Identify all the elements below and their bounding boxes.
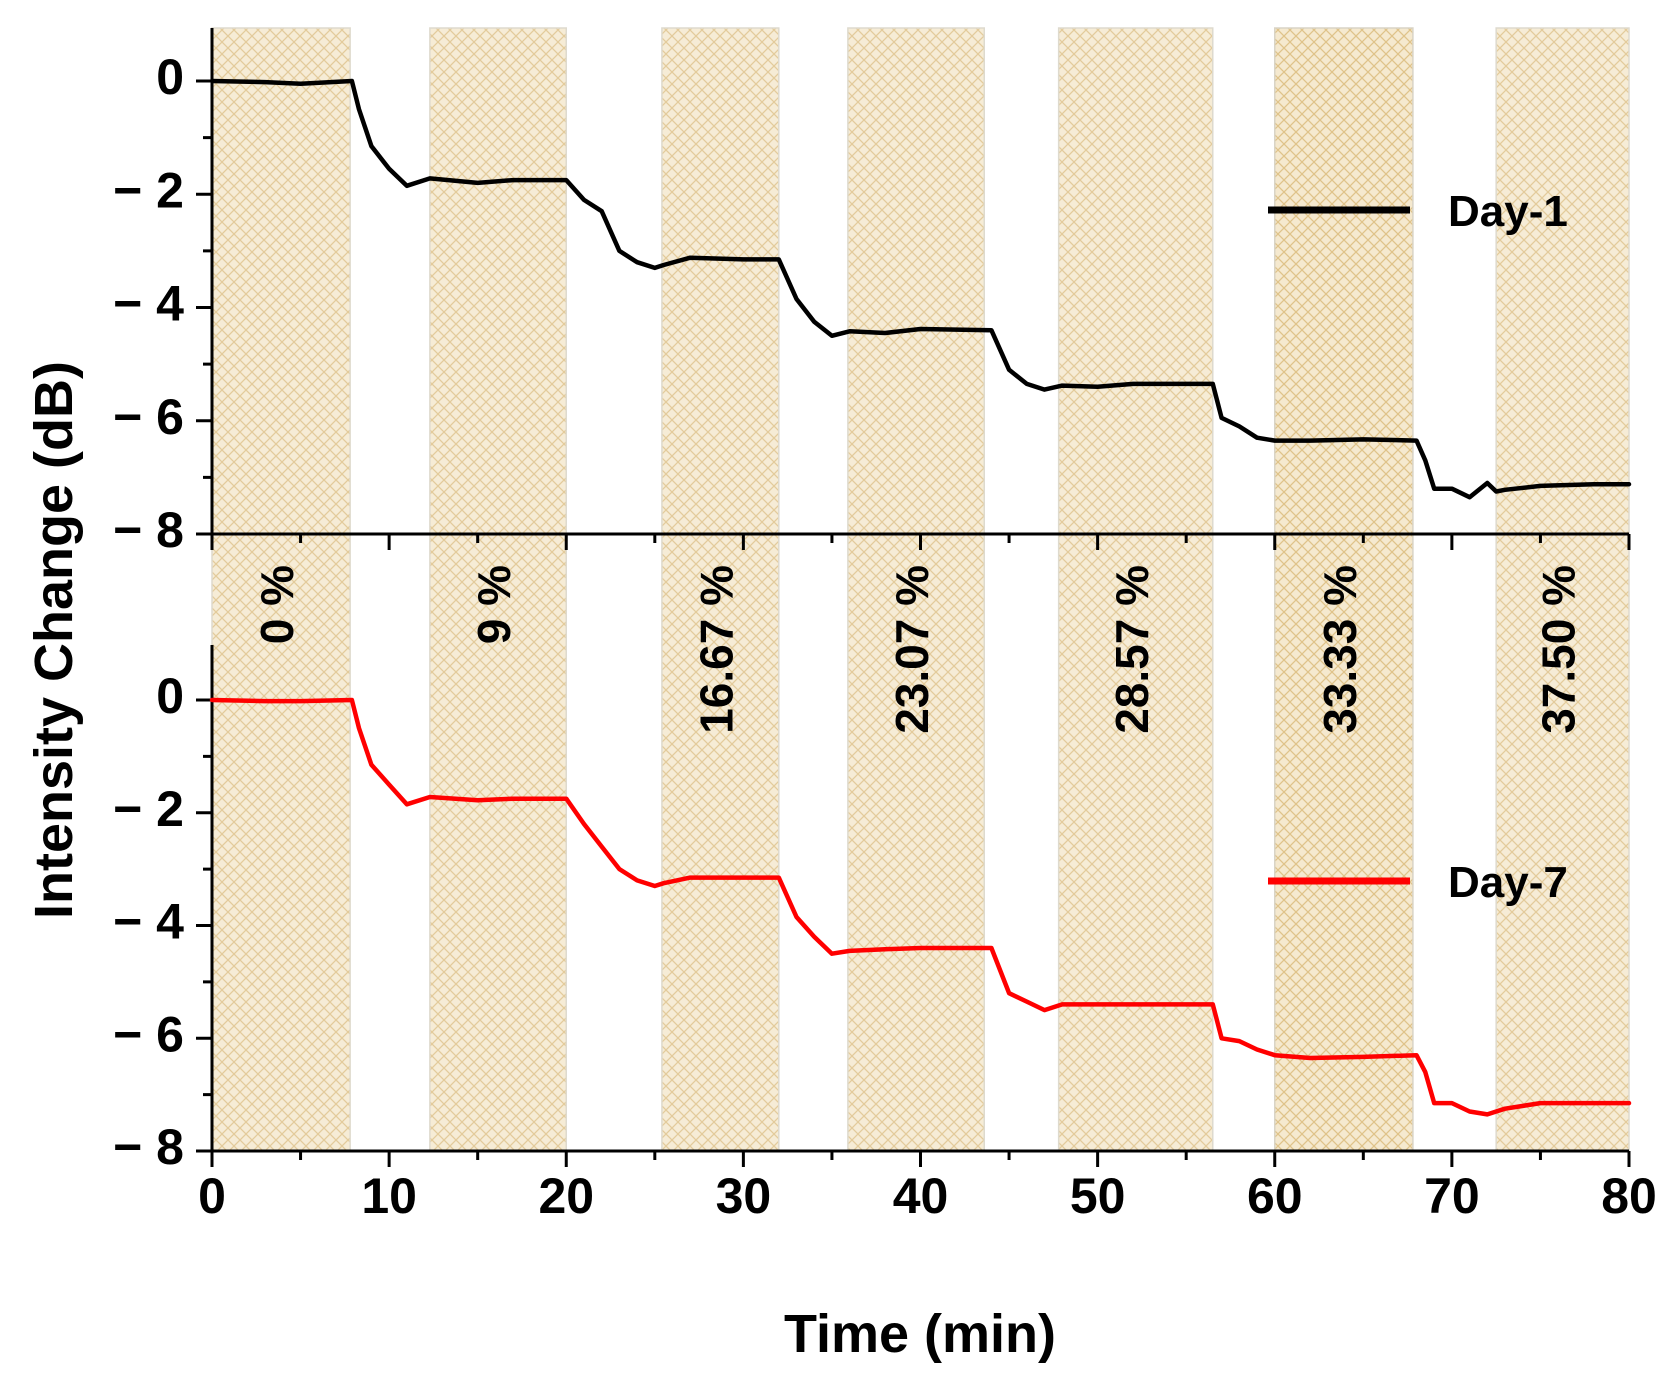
x-tick-label-6: 60 (1247, 1168, 1303, 1224)
x-tick-label-8: 80 (1601, 1168, 1657, 1224)
data-series (209, 78, 1632, 1117)
band-3 (847, 27, 986, 1152)
band-0 (211, 27, 351, 1152)
x-tick-label-1: 10 (361, 1168, 417, 1224)
x-tick-label-2: 20 (538, 1168, 594, 1224)
band-2 (661, 27, 780, 1152)
bottom-y-tick-label-1: − 2 (113, 781, 184, 837)
top-y-tick-label-2: − 4 (113, 276, 184, 332)
series-line-day-1 (209, 78, 1632, 500)
band-label-5: 33.33 % (1314, 565, 1366, 734)
top-y-tick-label-1: − 2 (113, 162, 184, 218)
concentration-bands: 0 % 9 % 16.67 % 23.07 % 28.57 % 33.33 % 37.50 … (211, 27, 1630, 1152)
top-y-tick-label-3: − 6 (113, 389, 184, 445)
series-line-day-7 (209, 697, 1632, 1117)
band-label-3: 23.07 % (886, 565, 938, 734)
band-label-4: 28.57 % (1106, 565, 1158, 734)
legend: Day-1 Day-7 (1268, 187, 1568, 907)
chart-labels: Time (min) Intensity Change (dB) (24, 361, 1056, 1364)
band-label-6: 37.50 % (1533, 565, 1585, 734)
axes: 0− 2− 4− 6− 80− 2− 4− 6− 80 10 20 30 40 50 60 7… (113, 28, 1657, 1224)
y-axis-label: Intensity Change (dB) (24, 361, 84, 919)
band-label-2: 16.67 % (691, 565, 743, 734)
bottom-y-tick-label-0: 0 (156, 668, 184, 724)
band-label-0: 0 % (251, 565, 303, 644)
x-tick-label-5: 50 (1070, 1168, 1126, 1224)
x-tick-label-0: 0 (198, 1168, 226, 1224)
band-label-1: 9 % (468, 565, 520, 644)
x-tick-label-4: 40 (893, 1168, 949, 1224)
top-y-tick-label-0: 0 (156, 49, 184, 105)
x-tick-label-7: 70 (1424, 1168, 1480, 1224)
x-tick-label-3: 30 (716, 1168, 772, 1224)
band-5 (1274, 27, 1414, 1152)
bottom-y-tick-label-3: − 6 (113, 1006, 184, 1062)
legend-label-day-1: Day-1 (1448, 187, 1568, 236)
band-1 (429, 27, 567, 1152)
top-y-tick-label-4: − 8 (113, 502, 184, 558)
band-6 (1495, 27, 1630, 1152)
band-4 (1057, 27, 1214, 1152)
bottom-y-tick-label-2: − 4 (113, 894, 184, 950)
legend-label-day-7: Day-7 (1448, 858, 1568, 907)
bottom-y-tick-label-4: − 8 (113, 1119, 184, 1175)
x-axis-label: Time (min) (784, 1304, 1056, 1364)
